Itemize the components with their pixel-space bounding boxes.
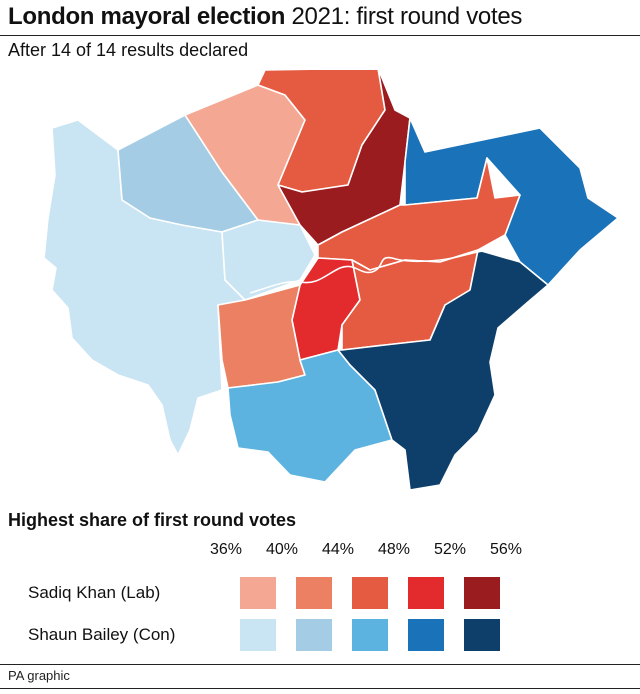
legend-swatch [296,577,332,609]
legend-swatch [464,619,500,651]
legend-row-label-khan: Sadiq Khan (Lab) [28,583,161,602]
credit: PA graphic [8,668,70,683]
title-regular: 2021: first round votes [285,3,523,30]
legend-swatch [408,619,444,651]
legend-swatch [296,619,332,651]
legend-tick: 36% [209,541,243,558]
legend-row-label-bailey: Shaun Bailey (Con) [28,625,176,644]
legend-swatch [352,577,388,609]
title-bold: London mayoral election [8,3,286,30]
legend-swatch [352,619,388,651]
bottom-divider [0,688,640,689]
title-divider [0,35,640,36]
legend-tick: 56% [489,541,523,558]
chart-title: London mayoral election 2021: first roun… [8,2,522,32]
region-bexley-bromley [337,249,549,491]
legend-title: Highest share of first round votes [8,510,297,530]
subtitle: After 14 of 14 results declared [8,40,249,60]
london-map [43,70,619,491]
river-thames [249,249,491,294]
legend-tick: 44% [321,541,355,558]
legend-swatch [240,577,276,609]
legend-swatch [464,577,500,609]
legend-swatch [408,577,444,609]
legend-tick: 48% [377,541,411,558]
legend-swatch [240,619,276,651]
legend-tick: 52% [433,541,467,558]
footer-divider [0,664,640,665]
legend-tick: 40% [265,541,299,558]
